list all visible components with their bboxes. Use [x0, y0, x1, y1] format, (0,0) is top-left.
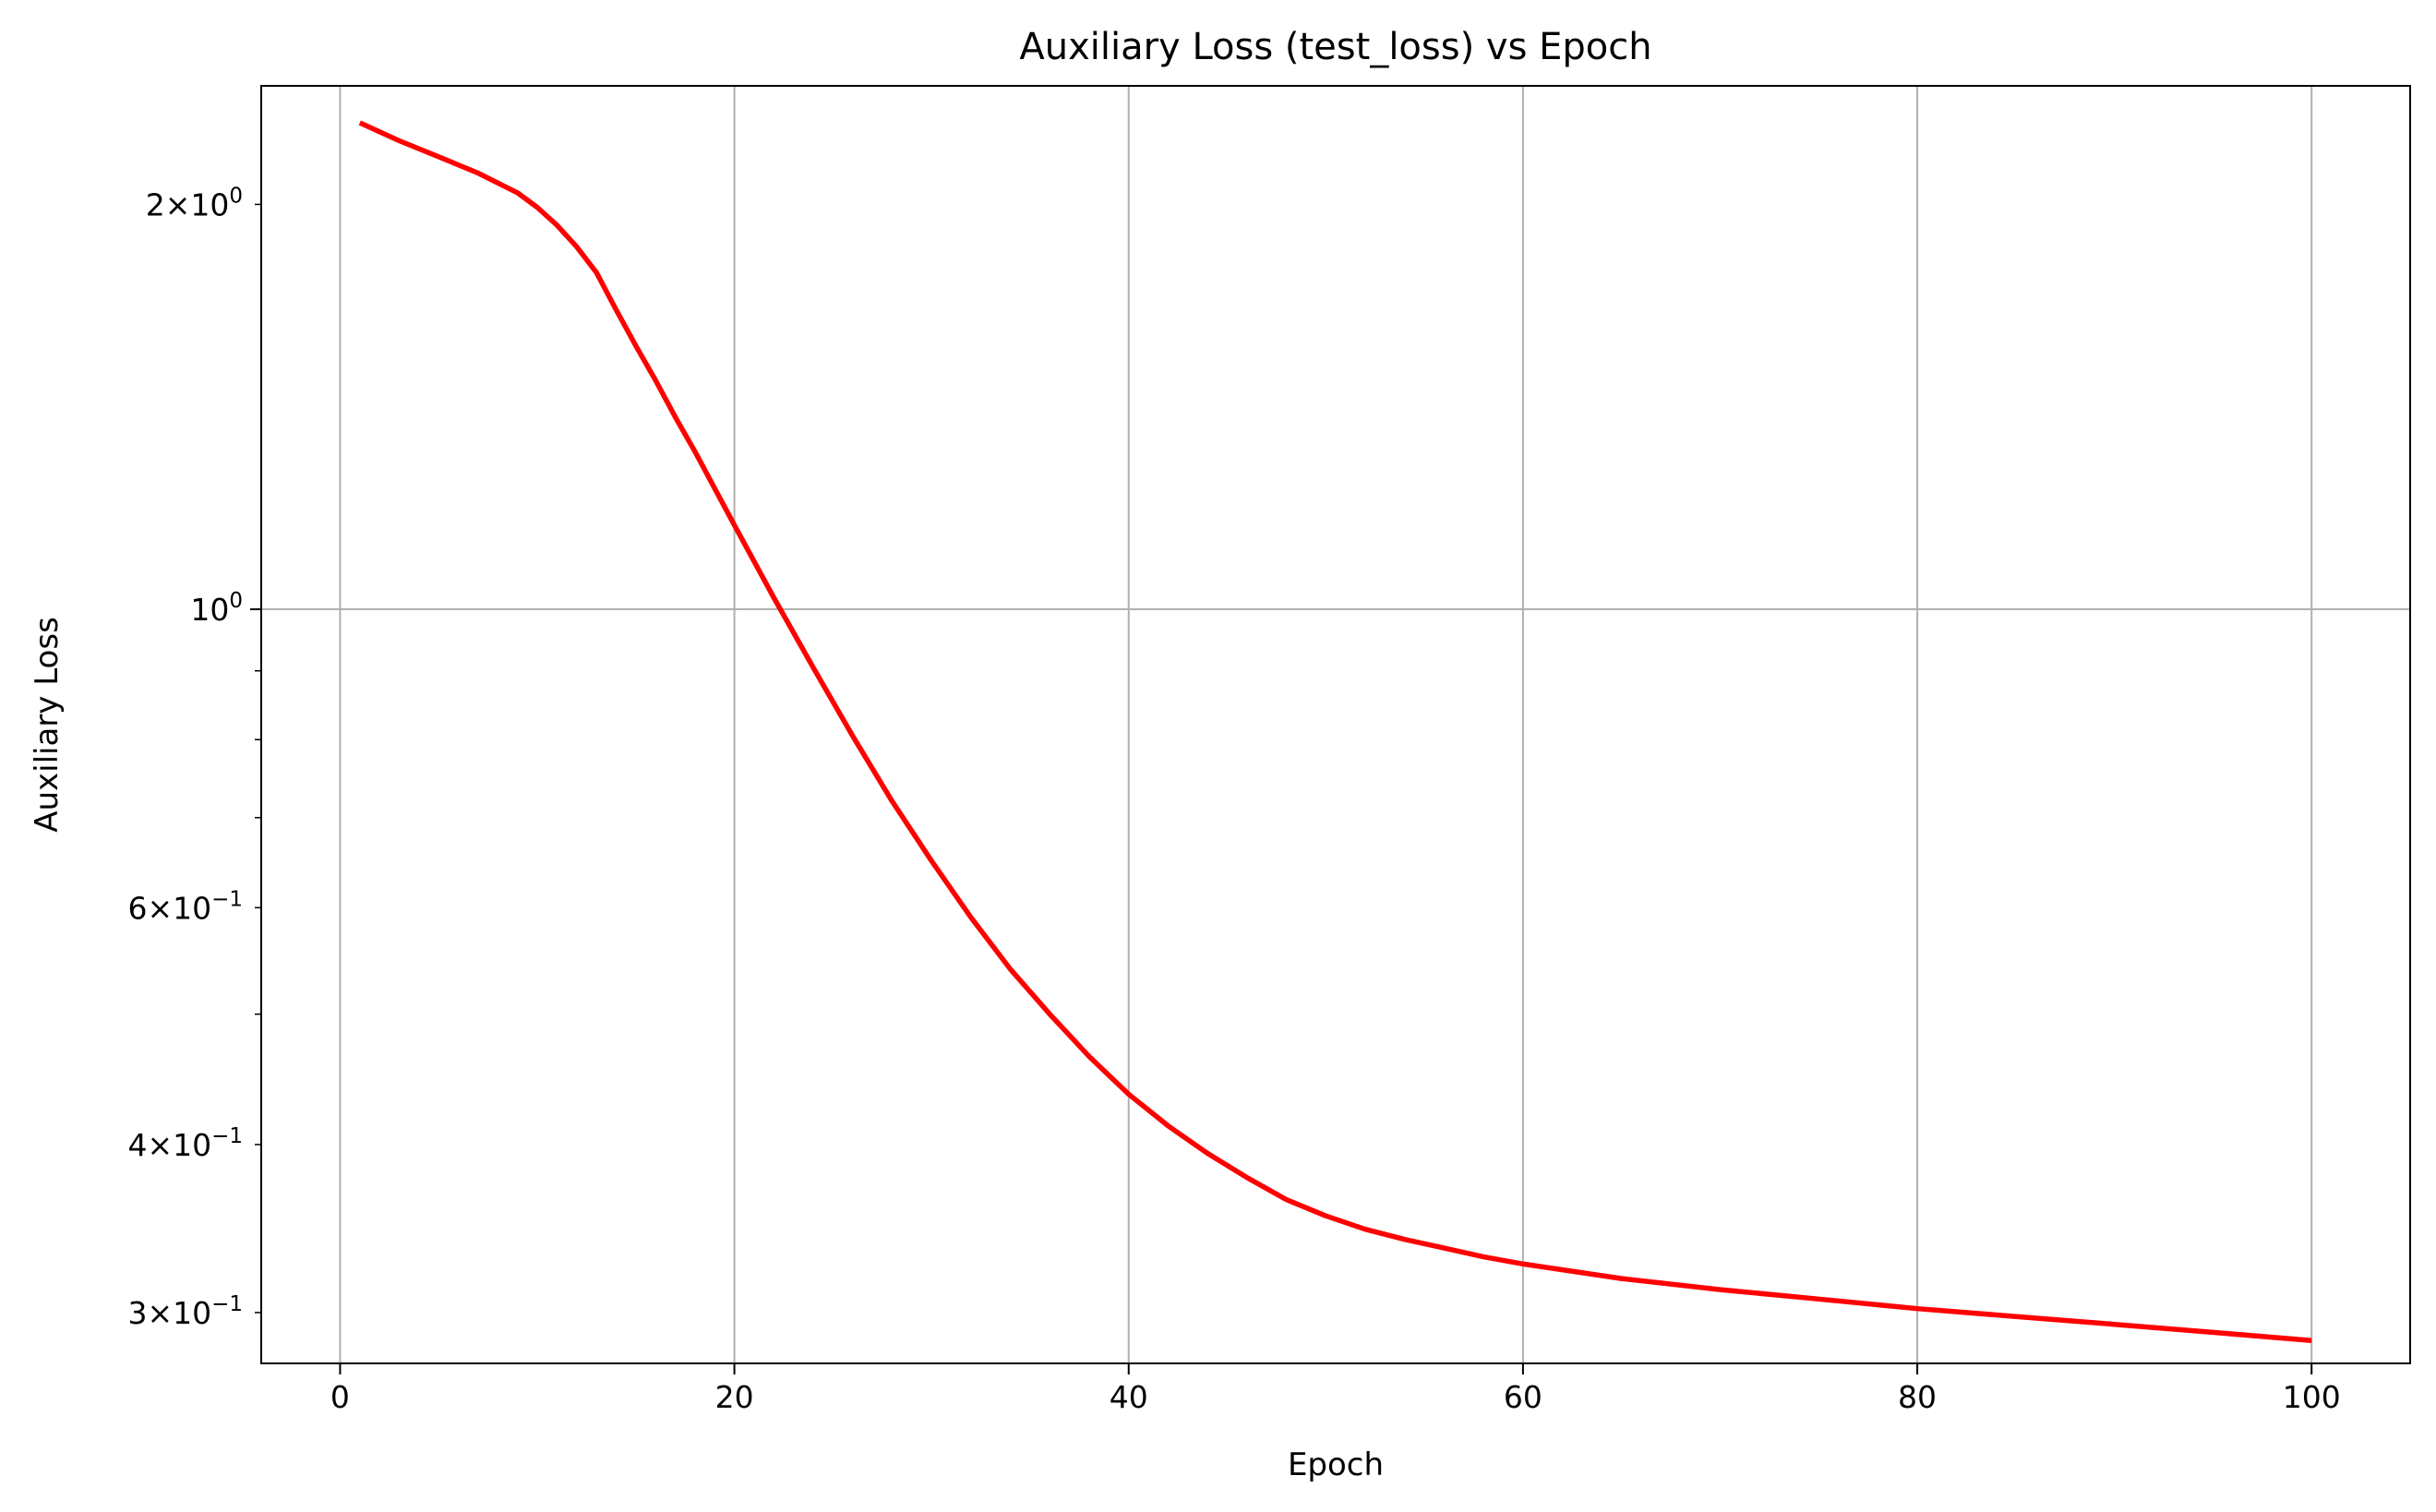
- x-tick-label: 20: [715, 1379, 754, 1415]
- y-tick-label: 4×10−1: [127, 1124, 243, 1163]
- x-tick-label: 60: [1504, 1379, 1542, 1415]
- y-axis: 100 2×100 6×10−1 4×10−1 3×10−1: [127, 184, 261, 1331]
- x-axis-label: Epoch: [1288, 1446, 1384, 1483]
- grid: [261, 86, 2410, 1363]
- plot-frame: [260, 85, 2411, 1364]
- series-layer: [358, 120, 2312, 1343]
- y-tick-label: 6×10−1: [127, 887, 243, 926]
- y-axis-label: Auxiliary Loss: [29, 617, 66, 833]
- x-tick-label: 40: [1110, 1379, 1148, 1415]
- x-tick-label: 0: [330, 1379, 350, 1415]
- y-tick-label: 3×10−1: [127, 1292, 243, 1331]
- x-tick-label: 80: [1898, 1379, 1937, 1415]
- x-axis: 0 20 40 60 80 100: [330, 1363, 2341, 1415]
- chart-title: Auxiliary Loss (test_loss) vs Epoch: [1019, 26, 1651, 68]
- y-tick-label: 2×100: [146, 184, 243, 222]
- x-tick-label: 100: [2283, 1379, 2341, 1415]
- y-tick-label: 100: [190, 589, 243, 628]
- series-line: [358, 120, 2312, 1343]
